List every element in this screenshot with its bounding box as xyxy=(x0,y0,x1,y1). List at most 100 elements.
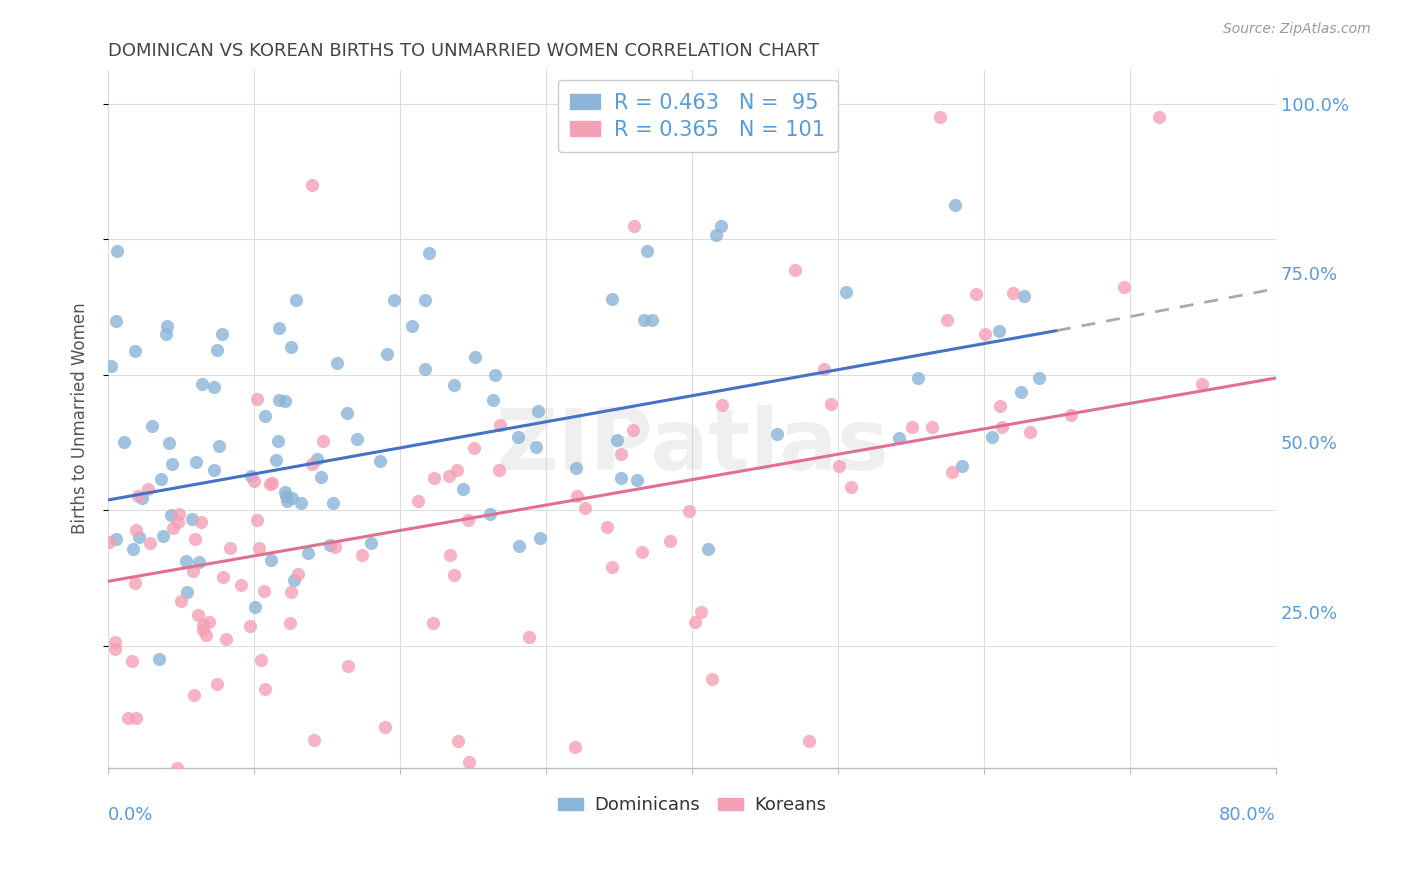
Point xyxy=(183,564,205,578)
Point xyxy=(278,615,301,630)
Point xyxy=(797,733,820,747)
Point xyxy=(463,442,485,456)
Point xyxy=(162,521,184,535)
Point xyxy=(262,476,284,491)
Point xyxy=(1019,425,1042,439)
Point xyxy=(974,326,997,341)
Point xyxy=(337,658,360,673)
Point xyxy=(783,262,806,277)
Point xyxy=(253,584,276,599)
Point xyxy=(360,536,382,550)
Point xyxy=(281,491,304,505)
Point xyxy=(1028,371,1050,385)
Point xyxy=(181,512,204,526)
Point xyxy=(285,293,308,307)
Point xyxy=(418,245,440,260)
Point xyxy=(710,219,733,233)
Point xyxy=(246,392,269,406)
Point xyxy=(610,471,633,485)
Point xyxy=(167,515,190,529)
Point xyxy=(128,530,150,544)
Point xyxy=(208,439,231,453)
Point xyxy=(689,605,711,619)
Point xyxy=(280,585,302,599)
Point xyxy=(766,427,789,442)
Point xyxy=(141,419,163,434)
Point xyxy=(157,435,180,450)
Point xyxy=(368,454,391,468)
Point xyxy=(190,515,212,529)
Point xyxy=(610,447,633,461)
Point xyxy=(250,652,273,666)
Point xyxy=(382,293,405,307)
Point xyxy=(336,406,359,420)
Point xyxy=(965,287,987,301)
Point xyxy=(131,491,153,505)
Point xyxy=(704,227,727,242)
Point xyxy=(274,393,297,408)
Point xyxy=(170,594,193,608)
Point xyxy=(215,632,238,646)
Point xyxy=(481,392,503,407)
Point xyxy=(678,504,700,518)
Point xyxy=(406,494,429,508)
Point xyxy=(600,559,623,574)
Point xyxy=(152,529,174,543)
Point xyxy=(184,455,207,469)
Point xyxy=(322,496,344,510)
Point xyxy=(117,711,139,725)
Point xyxy=(121,654,143,668)
Point xyxy=(839,480,862,494)
Point xyxy=(104,642,127,657)
Point xyxy=(484,368,506,383)
Point xyxy=(991,420,1014,434)
Point xyxy=(198,615,221,630)
Point xyxy=(374,720,396,734)
Point xyxy=(323,540,346,554)
Point xyxy=(488,417,510,432)
Point xyxy=(125,524,148,538)
Point xyxy=(254,409,277,423)
Point xyxy=(267,321,290,335)
Point xyxy=(439,468,461,483)
Point xyxy=(447,733,470,747)
Point xyxy=(621,423,644,437)
Point xyxy=(413,293,436,307)
Point xyxy=(929,110,952,124)
Point xyxy=(517,631,540,645)
Point xyxy=(1010,384,1032,399)
Point xyxy=(283,574,305,588)
Point xyxy=(633,313,655,327)
Point xyxy=(205,677,228,691)
Point xyxy=(155,318,177,333)
Point xyxy=(301,178,323,192)
Text: DOMINICAN VS KOREAN BIRTHS TO UNMARRIED WOMEN CORRELATION CHART: DOMINICAN VS KOREAN BIRTHS TO UNMARRIED … xyxy=(108,42,820,60)
Point xyxy=(280,340,302,354)
Point xyxy=(683,615,706,629)
Point xyxy=(346,432,368,446)
Point xyxy=(191,623,214,637)
Point xyxy=(297,546,319,560)
Point xyxy=(98,535,121,549)
Point xyxy=(312,434,335,448)
Point xyxy=(242,474,264,488)
Point xyxy=(820,397,842,411)
Point xyxy=(464,351,486,365)
Point xyxy=(319,538,342,552)
Point xyxy=(921,420,943,434)
Text: Source: ZipAtlas.com: Source: ZipAtlas.com xyxy=(1223,22,1371,37)
Point xyxy=(160,508,183,522)
Point xyxy=(941,465,963,479)
Point xyxy=(981,430,1004,444)
Point xyxy=(950,458,973,473)
Point xyxy=(249,541,271,555)
Point xyxy=(191,377,214,392)
Point xyxy=(658,534,681,549)
Point xyxy=(100,359,122,373)
Point xyxy=(626,474,648,488)
Point xyxy=(630,544,652,558)
Point xyxy=(309,470,332,484)
Point xyxy=(527,403,550,417)
Point xyxy=(508,539,530,553)
Y-axis label: Births to Unmarried Women: Births to Unmarried Women xyxy=(72,303,89,534)
